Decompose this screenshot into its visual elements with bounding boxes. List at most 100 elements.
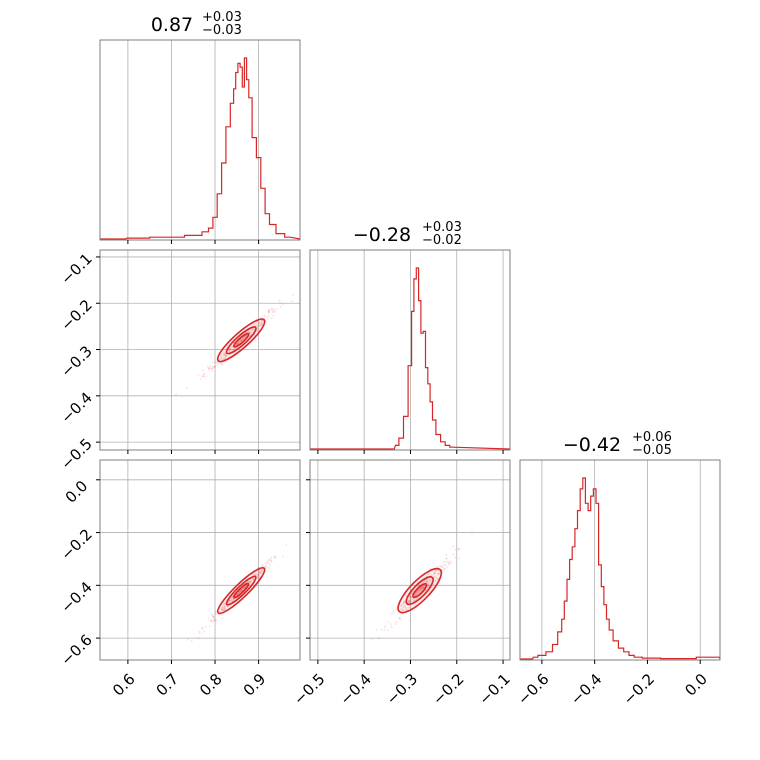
scatter-point (433, 575, 436, 578)
scatter-point (425, 580, 428, 582)
scatter-point (441, 565, 443, 568)
scatter-point (212, 616, 215, 619)
scatter-point (206, 365, 209, 368)
scatter-point (422, 586, 425, 589)
scatter-point (199, 378, 202, 381)
scatter-point (224, 608, 227, 611)
scatter-point (222, 356, 225, 359)
scatter-point (248, 331, 251, 334)
scatter-point (237, 591, 240, 594)
scatter-point (251, 573, 254, 576)
scatter-point (269, 563, 271, 566)
scatter-point (416, 591, 418, 594)
scatter-point (267, 562, 269, 565)
scatter-point (236, 342, 239, 345)
scatter-point (420, 587, 423, 590)
scatter-point (454, 556, 456, 559)
scatter-point (208, 368, 211, 371)
y-tick-label: −0.4 (57, 389, 95, 427)
scatter-point (418, 589, 421, 592)
scatter-point (425, 579, 428, 582)
scatter-point (257, 325, 259, 327)
scatter-point (415, 593, 418, 596)
title-layer: 0.87 +0.03−0.03−0.28 +0.03−0.02−0.42 +0.06−… (151, 10, 672, 458)
scatter-point (221, 609, 224, 611)
scatter-point (243, 586, 246, 589)
scatter-point (241, 338, 244, 341)
scatter-point (408, 599, 411, 602)
scatter-point (267, 566, 270, 569)
scatter-point (449, 560, 452, 563)
scatter-point (248, 331, 251, 334)
scatter-point (399, 605, 402, 607)
scatter-point (427, 573, 430, 576)
y-tick-label: −0.3 (57, 342, 95, 380)
scatter-point (224, 605, 227, 608)
scatter-point (403, 605, 406, 608)
scatter-point (213, 365, 216, 368)
scatter-point (232, 598, 235, 601)
title-lower-error: −0.03 (202, 23, 242, 38)
scatter-point (258, 572, 261, 574)
scatter-point (392, 609, 395, 612)
scatter-point (416, 592, 418, 594)
scatter-point (390, 612, 393, 615)
scatter-point (224, 353, 227, 356)
scatter-point (235, 342, 238, 345)
scatter-point (267, 311, 270, 314)
scatter-point (207, 367, 210, 369)
scatter-point (445, 557, 448, 560)
scatter-point (212, 365, 215, 368)
scatter-point (409, 595, 412, 598)
scatter-point (255, 325, 258, 327)
scatter-point (273, 310, 276, 313)
scatter-point (444, 564, 447, 567)
scatter-point (231, 345, 234, 348)
scatter-point (400, 608, 402, 610)
x-tick-label: −0.6 (514, 670, 552, 708)
scatter-point (214, 610, 217, 613)
scatter-point (412, 598, 415, 601)
scatter-point (253, 573, 256, 576)
x-tick-label: −0.2 (429, 670, 467, 708)
scatter-point (407, 606, 410, 609)
scatter-point (236, 593, 239, 596)
scatter-point (250, 580, 252, 583)
scatter-point (404, 603, 407, 606)
scatter-point (258, 325, 261, 327)
scatter-point (409, 599, 411, 602)
scatter-point (268, 558, 271, 561)
scatter-point (264, 315, 267, 318)
scatter-point (243, 587, 245, 590)
scatter-point (434, 579, 437, 582)
scatter-point (268, 309, 271, 312)
scatter-point (443, 568, 445, 571)
scatter-point (427, 582, 430, 585)
scatter-point (268, 311, 271, 314)
scatter-point (219, 362, 222, 364)
scatter-point (428, 589, 431, 592)
scatter-point (452, 545, 455, 548)
scatter-point (214, 361, 217, 364)
scatter-point (211, 613, 214, 616)
scatter-point (266, 559, 269, 562)
scatter-point (244, 334, 247, 337)
scatter-point (239, 590, 242, 593)
contour-line (225, 575, 257, 606)
scatter-point (261, 323, 264, 325)
scatter-point (424, 579, 427, 582)
scatter-point (220, 617, 223, 620)
scatter-point (437, 572, 440, 575)
scatter-point (232, 599, 235, 602)
scatter-point (407, 600, 410, 603)
panel-frame (99, 459, 301, 661)
scatter-point (427, 586, 430, 588)
scatter-point (211, 367, 213, 370)
y-tick-label: −0.1 (57, 250, 95, 288)
scatter-point (230, 600, 233, 602)
scatter-point (409, 598, 412, 601)
scatter-point (384, 626, 387, 629)
scatter-point (421, 586, 424, 589)
scatter-point (425, 581, 428, 584)
